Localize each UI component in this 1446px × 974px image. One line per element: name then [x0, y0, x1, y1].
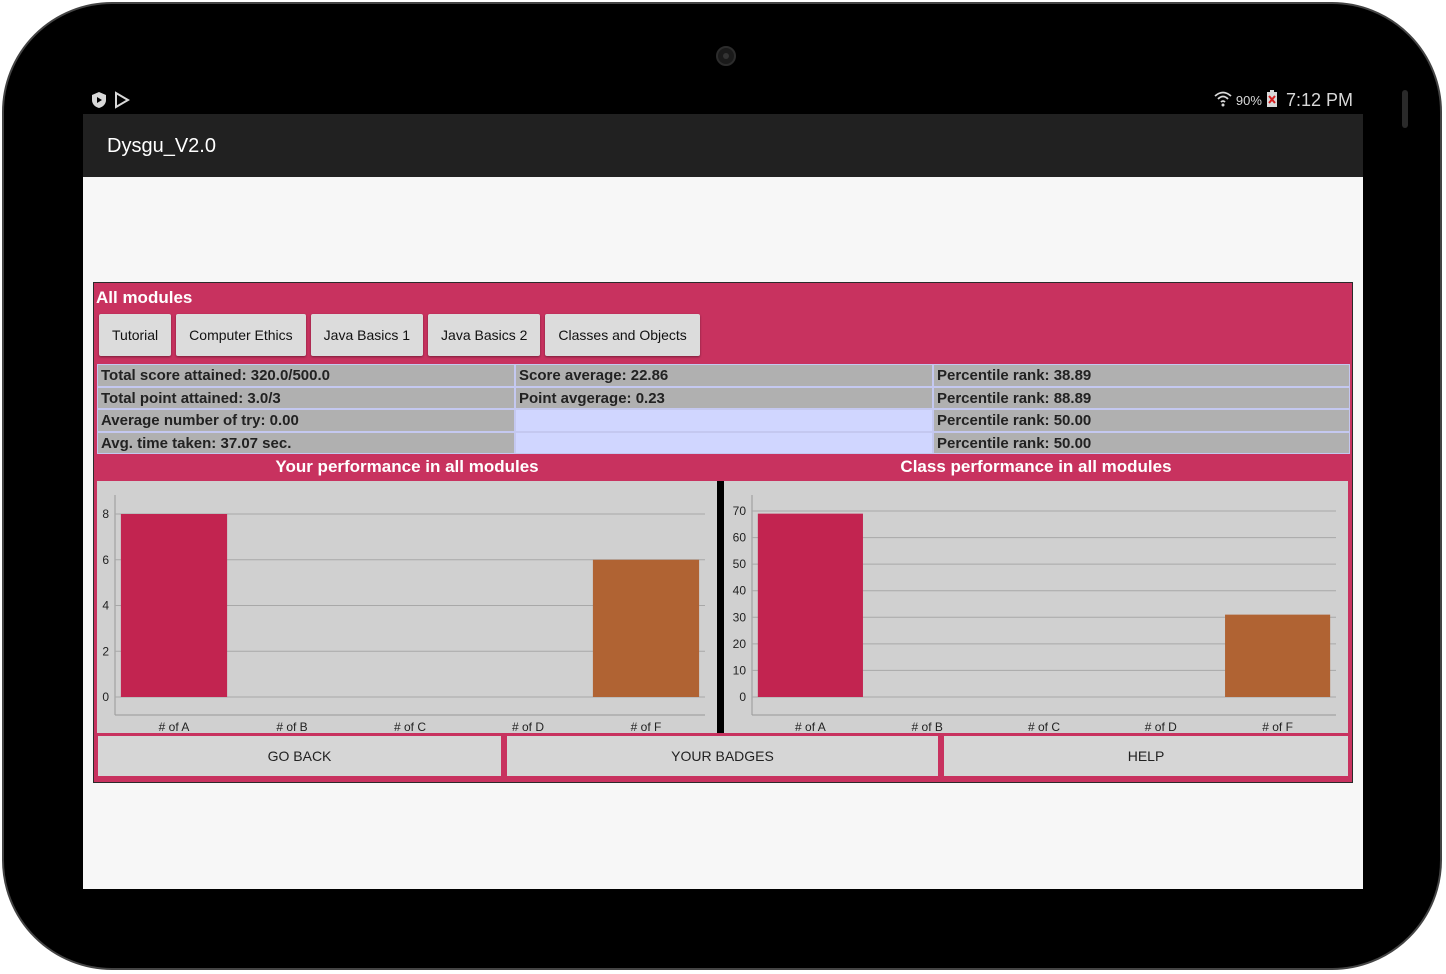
- class-performance-title: Class performance in all modules: [900, 457, 1172, 476]
- stat-point-average: Point avgerage: 0.23: [515, 386, 933, 409]
- y-tick-label: 2: [102, 644, 109, 658]
- x-tick-label: # of C: [1028, 720, 1060, 733]
- stat-average-tries: Average number of try: 0.00: [97, 409, 515, 432]
- y-tick-label: 8: [102, 507, 109, 521]
- play-store-icon: [113, 91, 131, 114]
- bar--of-f: [592, 559, 700, 697]
- module-tabs: Tutorial Computer Ethics Java Basics 1 J…: [99, 314, 700, 356]
- y-tick-label: 10: [733, 663, 747, 677]
- y-tick-label: 0: [739, 690, 746, 704]
- class-performance-svg: 0 10 20 30 40 50 60 70 # of A # of B # of C # of D #…: [733, 495, 1336, 733]
- button-bar: GO BACK YOUR BADGES HELP: [94, 732, 1352, 780]
- clock: 7:12 PM: [1285, 90, 1353, 110]
- y-tick-label: 4: [102, 599, 109, 613]
- help-button[interactable]: HELP: [942, 734, 1350, 778]
- y-tick-label: 60: [733, 531, 747, 545]
- stat-total-point: Total point attained: 3.0/3: [97, 386, 515, 409]
- tab-tutorial[interactable]: Tutorial: [99, 314, 172, 356]
- tab-computer-ethics[interactable]: Computer Ethics: [176, 314, 306, 356]
- app-title: Dysgu_V2.0: [107, 135, 216, 157]
- bar--of-a: [120, 514, 228, 697]
- battery-icon: [1266, 90, 1278, 111]
- stats-table: Total score attained: 320.0/500.0 Score …: [97, 364, 1350, 454]
- app-bar: Dysgu_V2.0: [83, 114, 1363, 177]
- your-performance-svg: 0 2 4 6 8 # of A # of B # of C # of D # of F: [102, 495, 705, 733]
- stat-empty: [515, 431, 933, 454]
- y-tick-label: 30: [733, 610, 747, 624]
- stat-total-score: Total score attained: 320.0/500.0: [97, 364, 515, 387]
- stat-percentile-score: Percentile rank: 38.89: [933, 364, 1350, 387]
- side-button: [1402, 90, 1408, 128]
- panel-title: All modules: [96, 288, 193, 307]
- status-bar: 90% 7:12 PM: [83, 86, 1363, 114]
- your-performance-title: Your performance in all modules: [275, 457, 539, 476]
- stat-score-average: Score average: 22.86: [515, 364, 933, 387]
- stat-avg-time: Avg. time taken: 37.07 sec.: [97, 431, 515, 454]
- y-tick-label: 0: [102, 690, 109, 704]
- stat-percentile-tries: Percentile rank: 50.00: [933, 409, 1350, 432]
- camera-icon: [716, 46, 736, 66]
- class-performance-chart: 0 10 20 30 40 50 60 70 # of A # of B # of C # of D #…: [724, 481, 1348, 733]
- x-tick-label: # of C: [394, 720, 426, 733]
- x-tick-label: # of D: [512, 720, 544, 733]
- y-tick-label: 20: [733, 637, 747, 651]
- bar--of-f: [1225, 614, 1331, 697]
- content-area: All modules Tutorial Computer Ethics Jav…: [83, 177, 1363, 889]
- your-badges-button[interactable]: YOUR BADGES: [505, 734, 940, 778]
- x-tick-label: # of D: [1145, 720, 1177, 733]
- x-tick-label: # of F: [631, 720, 662, 733]
- y-tick-label: 70: [733, 504, 747, 518]
- y-tick-label: 40: [733, 584, 747, 598]
- x-tick-label: # of B: [276, 720, 307, 733]
- wifi-icon: [1214, 91, 1232, 110]
- tab-classes-and-objects[interactable]: Classes and Objects: [545, 314, 700, 356]
- x-tick-label: # of A: [795, 720, 826, 733]
- stat-empty: [515, 409, 933, 432]
- y-tick-label: 50: [733, 557, 747, 571]
- stat-percentile-time: Percentile rank: 50.00: [933, 431, 1350, 454]
- x-tick-label: # of F: [1262, 720, 1293, 733]
- bar--of-a: [757, 513, 863, 697]
- modules-panel: All modules Tutorial Computer Ethics Jav…: [93, 282, 1353, 783]
- shield-icon: [91, 91, 107, 114]
- tab-java-basics-2[interactable]: Java Basics 2: [428, 314, 541, 356]
- stat-percentile-point: Percentile rank: 88.89: [933, 386, 1350, 409]
- x-tick-label: # of A: [159, 720, 190, 733]
- chart-divider: [717, 481, 724, 733]
- battery-level: 90%: [1235, 93, 1262, 108]
- y-tick-label: 6: [102, 553, 109, 567]
- x-tick-label: # of B: [912, 720, 943, 733]
- go-back-button[interactable]: GO BACK: [96, 734, 503, 778]
- your-performance-chart: 0 2 4 6 8 # of A # of B # of C # of D # of F: [97, 481, 717, 733]
- tab-java-basics-1[interactable]: Java Basics 1: [310, 314, 424, 356]
